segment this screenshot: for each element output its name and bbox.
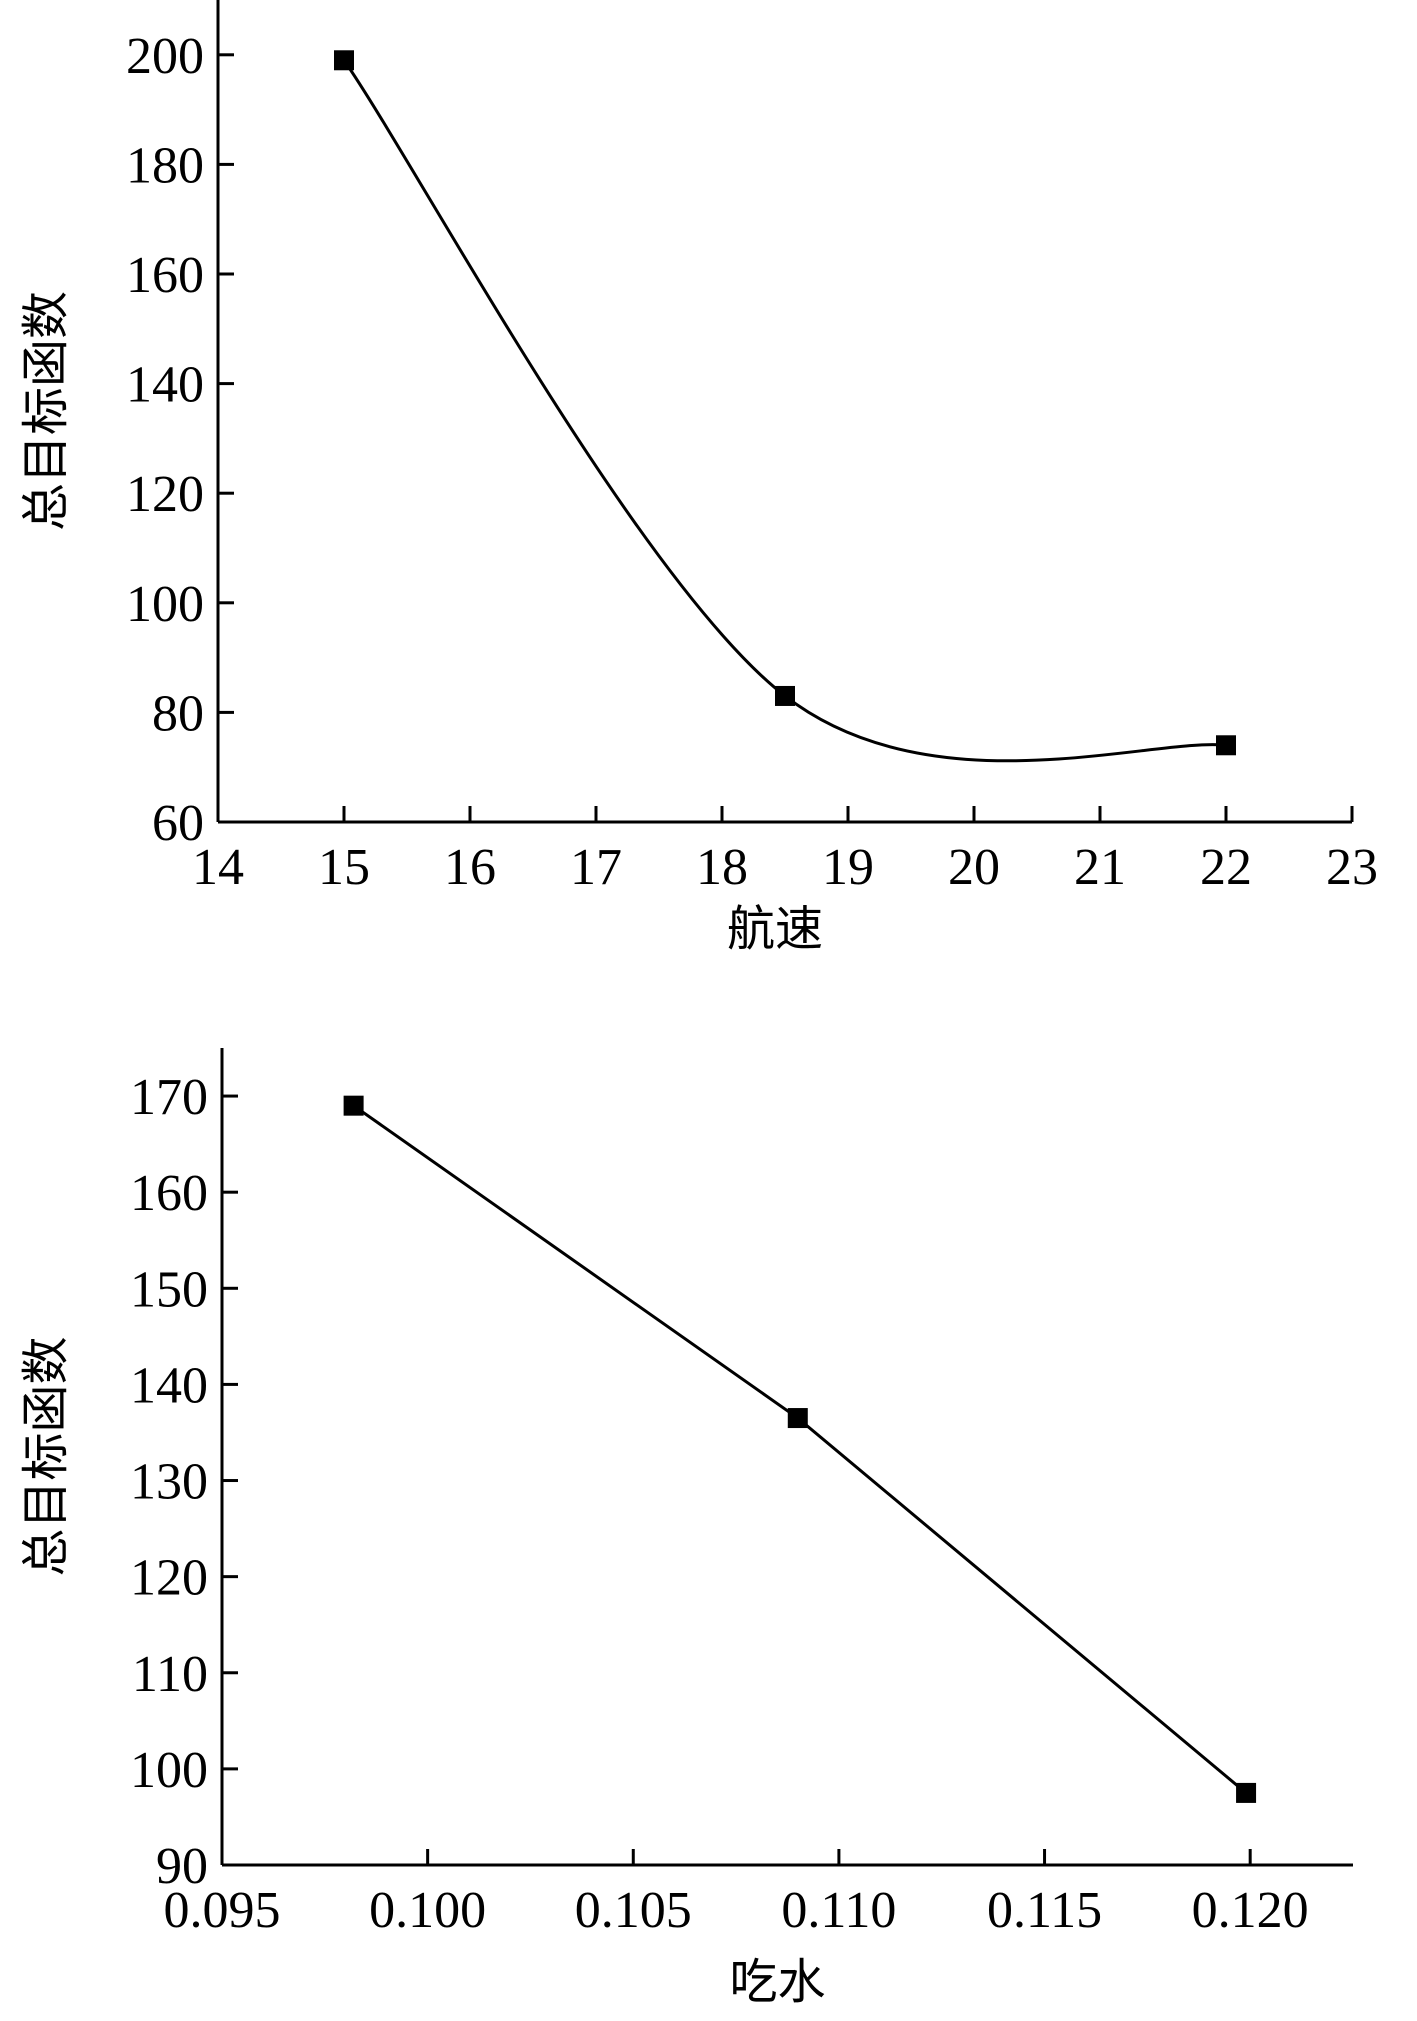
- x-tick-label: 21: [1074, 839, 1126, 896]
- y-tick-label: 160: [126, 247, 204, 304]
- x-tick-label: 22: [1200, 839, 1252, 896]
- x-tick-label: 18: [696, 839, 748, 896]
- y-tick-label: 160: [130, 1165, 208, 1222]
- y-tick-label: 140: [126, 357, 204, 414]
- x-tick-label: 16: [444, 839, 496, 896]
- y-tick-label: 110: [132, 1646, 208, 1703]
- data-point-marker: [343, 1095, 364, 1116]
- x-tick-label: 0.095: [164, 1882, 281, 1939]
- y-tick-label: 170: [130, 1069, 208, 1126]
- y-tick-label: 150: [130, 1261, 208, 1318]
- data-point-marker: [1216, 735, 1236, 756]
- y-tick-label: 120: [130, 1550, 208, 1607]
- x-tick-label: 0.100: [369, 1882, 486, 1939]
- y-tick-label: 130: [130, 1454, 208, 1511]
- x-tick-label: 23: [1326, 839, 1378, 896]
- x-axis-title: 航速: [727, 901, 823, 957]
- x-axis-title: 吃水: [729, 1954, 825, 2010]
- x-tick-label: 0.120: [1192, 1882, 1309, 1939]
- y-tick-label: 140: [130, 1357, 208, 1414]
- y-tick-label: 100: [130, 1742, 208, 1799]
- x-tick-label: 17: [570, 839, 622, 896]
- y-tick-label: 80: [152, 685, 204, 742]
- data-point-marker: [334, 50, 354, 71]
- data-point-marker: [775, 685, 795, 706]
- x-tick-label: 14: [192, 839, 244, 896]
- y-tick-label: 90: [156, 1838, 208, 1895]
- x-tick-label: 0.105: [575, 1882, 692, 1939]
- series-line: [342, 59, 1227, 763]
- y-tick-label: 120: [126, 466, 204, 523]
- chart-objective-vs-speed: 14 15 16 17 18 19 20 21 22 23 60 80 100 120 140 160 180 2…: [18, 0, 1378, 957]
- x-tick-label: 20: [948, 839, 1000, 896]
- y-tick-label: 200: [126, 28, 204, 85]
- x-tick-label: 0.110: [781, 1882, 896, 1939]
- y-axis-title: 总目标函数: [18, 1336, 74, 1576]
- x-tick-label: 19: [822, 839, 874, 896]
- y-axis-title: 总目标函数: [18, 291, 74, 531]
- chart-objective-vs-draft: 0.095 0.100 0.105 0.110 0.115 0.120 90 100 110 12…: [18, 1048, 1353, 2010]
- data-point-marker: [1236, 1782, 1257, 1803]
- x-tick-label: 15: [318, 839, 370, 896]
- series-line: [352, 1104, 1248, 1795]
- y-tick-label: 100: [126, 576, 204, 633]
- y-tick-label: 60: [152, 795, 204, 852]
- data-point-marker: [787, 1408, 808, 1429]
- x-tick-label: 0.115: [987, 1882, 1102, 1939]
- y-tick-label: 180: [126, 137, 204, 194]
